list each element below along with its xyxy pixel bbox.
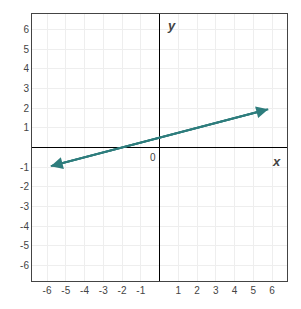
- svg-text:3: 3: [23, 83, 29, 94]
- svg-text:1: 1: [175, 285, 181, 296]
- svg-text:-6: -6: [43, 285, 52, 296]
- svg-text:5: 5: [250, 285, 256, 296]
- svg-text:4: 4: [23, 63, 29, 74]
- svg-text:0: 0: [150, 152, 156, 163]
- svg-text:1: 1: [23, 122, 29, 133]
- svg-text:2: 2: [194, 285, 200, 296]
- svg-text:-1: -1: [136, 285, 145, 296]
- svg-text:-1: -1: [20, 162, 29, 173]
- svg-text:4: 4: [232, 285, 238, 296]
- svg-text:3: 3: [213, 285, 219, 296]
- svg-text:6: 6: [269, 285, 275, 296]
- svg-text:-4: -4: [20, 221, 29, 232]
- svg-text:-5: -5: [61, 285, 70, 296]
- svg-text:6: 6: [23, 24, 29, 35]
- svg-text:-3: -3: [99, 285, 108, 296]
- svg-text:y: y: [167, 18, 176, 33]
- svg-text:x: x: [272, 154, 281, 169]
- svg-text:-4: -4: [80, 285, 89, 296]
- svg-text:-3: -3: [20, 201, 29, 212]
- svg-text:2: 2: [23, 103, 29, 114]
- svg-text:-6: -6: [20, 260, 29, 271]
- svg-text:-5: -5: [20, 240, 29, 251]
- svg-text:5: 5: [23, 44, 29, 55]
- svg-text:-2: -2: [118, 285, 127, 296]
- svg-text:-2: -2: [20, 181, 29, 192]
